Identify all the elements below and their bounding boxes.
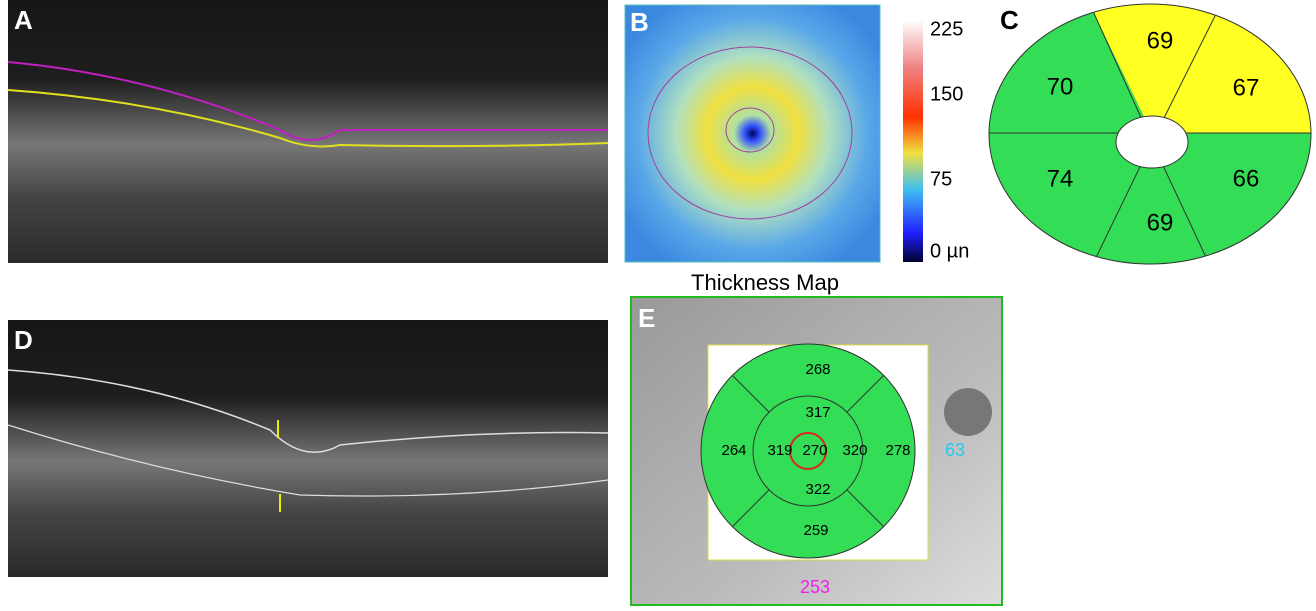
grid-value: 270 <box>802 442 827 459</box>
colorbar-label: 0 µn <box>930 240 969 262</box>
grid-value: 259 <box>803 522 828 539</box>
grid-value: 319 <box>767 442 792 459</box>
sector-value: 66 <box>1233 165 1260 192</box>
panel-a: A <box>8 0 608 263</box>
grid-value: 322 <box>805 481 830 498</box>
sector-value: 67 <box>1233 74 1260 101</box>
thickness-map <box>625 5 880 262</box>
sector-value: 69 <box>1147 27 1174 54</box>
caption: Thickness Map <box>691 270 839 295</box>
colorbar-label: 150 <box>930 83 963 105</box>
figure: A B 225 150 75 0 µn Thickness Map C 69 6… <box>0 0 1316 606</box>
oct-image <box>8 320 608 577</box>
grid-value: 317 <box>805 404 830 421</box>
panel-c: C 69 67 70 74 66 69 <box>989 0 1316 270</box>
panel-label: C <box>1000 5 1019 35</box>
panel-d: D <box>8 320 608 577</box>
hole <box>1116 116 1188 168</box>
colorbar-label: 75 <box>930 168 952 190</box>
panel-label: A <box>14 5 33 35</box>
panel-label: E <box>638 303 655 333</box>
sector-value: 69 <box>1147 209 1174 236</box>
grid-value: 278 <box>885 442 910 459</box>
panel-label: B <box>630 7 649 37</box>
colorbar-label: 225 <box>930 18 963 40</box>
grid-value: 264 <box>721 442 746 459</box>
panel-e: E 268 264 278 259 317 319 320 322 270 63… <box>631 297 1002 605</box>
panel-b: B 225 150 75 0 µn Thickness Map <box>625 5 969 295</box>
sector-value: 70 <box>1047 73 1074 100</box>
side-value: 63 <box>945 440 965 460</box>
panel-label: D <box>14 325 33 355</box>
grid-value: 268 <box>805 361 830 378</box>
bottom-value: 253 <box>800 577 830 597</box>
colorbar <box>903 20 923 262</box>
oct-image <box>8 0 608 263</box>
sector-value: 74 <box>1047 165 1074 192</box>
grid-value: 320 <box>842 442 867 459</box>
